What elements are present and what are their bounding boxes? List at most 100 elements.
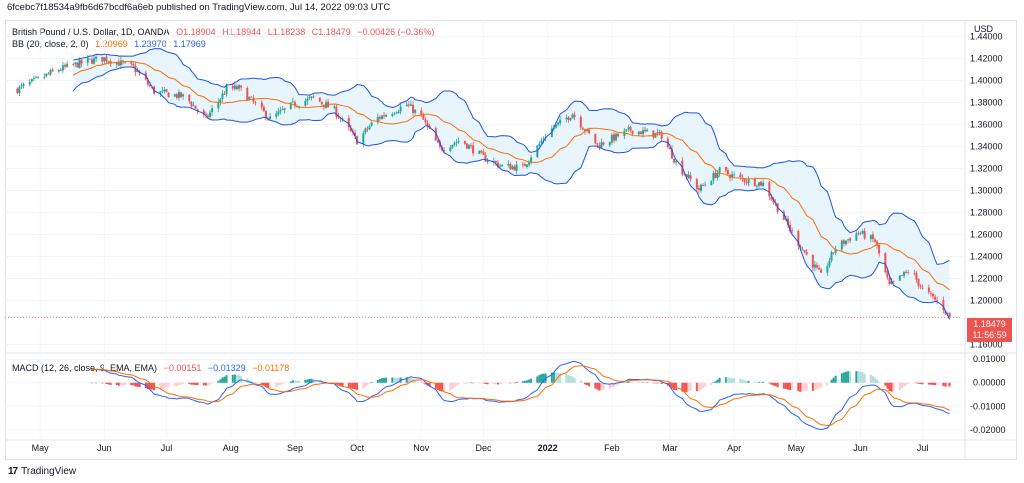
macd-histogram-bar	[714, 381, 717, 383]
macd-histogram-bar	[349, 382, 352, 389]
candle-body	[675, 161, 678, 163]
candle-body	[892, 280, 895, 282]
macd-histogram-bar	[934, 382, 937, 386]
candle-body	[347, 118, 350, 128]
macd-line	[91, 360, 950, 431]
candle-body	[936, 299, 939, 301]
candle-body	[565, 117, 568, 119]
macd-tick-label: -0.02000	[970, 425, 1006, 435]
macd-histogram-bar	[876, 379, 879, 383]
macd-histogram-bar	[364, 382, 367, 387]
price-tick-label: 1.36000	[970, 120, 1003, 130]
candle-body	[240, 85, 243, 88]
candle-body	[486, 161, 489, 162]
macd-histogram-bar	[697, 382, 700, 392]
macd-histogram-bar	[598, 382, 601, 391]
macd-histogram-bar	[115, 382, 118, 386]
macd-histogram-bar	[165, 382, 168, 388]
candle-body	[202, 110, 205, 115]
macd-histogram-bar	[588, 382, 591, 387]
candle-body	[515, 164, 518, 172]
candle-body	[687, 174, 690, 178]
macd-histogram-bar	[600, 382, 603, 391]
candle-body	[625, 129, 628, 131]
tradingview-footer[interactable]: 17 TradingView	[8, 466, 76, 477]
bb-name[interactable]: BB (20, close, 2, 0)	[12, 39, 89, 49]
candle-body	[786, 218, 789, 226]
publisher-line: 6fcebc7f18534a9fb6d67bcdf6a6eb published…	[7, 2, 391, 13]
macd-histogram-bar	[136, 382, 139, 387]
candle-body	[453, 143, 456, 145]
macd-histogram-bar	[826, 382, 829, 386]
candle-body	[494, 161, 497, 163]
candle-body	[385, 115, 388, 117]
macd-histogram-bar	[264, 382, 267, 388]
macd-name[interactable]: MACD (12, 26, close, 9, EMA, EMA)	[12, 363, 158, 373]
candle-body	[225, 86, 228, 95]
candle-body	[196, 109, 199, 111]
candle-body	[637, 131, 640, 135]
macd-histogram-bar	[494, 382, 497, 385]
candle-body	[820, 269, 823, 273]
time-tick-label: May	[32, 443, 50, 453]
macd-histogram-bar	[407, 377, 410, 383]
macd-histogram-bar	[194, 382, 197, 385]
macd-histogram-bar	[913, 382, 916, 384]
candle-body	[588, 129, 591, 134]
candle-body	[902, 271, 905, 276]
candle-body	[362, 133, 365, 145]
macd-histogram-bar	[310, 378, 313, 383]
candle-body	[194, 105, 197, 109]
candle-body	[583, 129, 586, 132]
macd-histogram-bar	[409, 377, 412, 383]
price-tick-label: 1.42000	[970, 54, 1003, 64]
macd-histogram-bar	[768, 382, 771, 384]
bb-basis-line	[72, 61, 950, 291]
candle-body	[813, 264, 816, 268]
macd-histogram-bar	[428, 382, 431, 387]
macd-histogram-bar	[511, 382, 514, 384]
macd-histogram-bar	[797, 382, 800, 392]
macd-histogram-bar	[486, 382, 489, 385]
candle-body	[368, 126, 371, 130]
macd-histogram-bar	[772, 382, 775, 386]
symbol-name[interactable]: British Pound / U.S. Dollar, 1D, OANDA	[12, 27, 170, 37]
macd-histogram-bar	[395, 377, 398, 383]
candle-body	[438, 141, 441, 147]
candle-body	[32, 78, 35, 79]
candle-body	[399, 106, 402, 112]
candle-body	[917, 278, 920, 286]
candle-body	[513, 166, 516, 171]
candle-body	[919, 286, 922, 288]
macd-histogram-bar	[842, 372, 845, 383]
macd-histogram-bar	[820, 382, 823, 388]
macd-histogram-bar	[602, 382, 605, 390]
time-tick-label: Jul	[917, 443, 929, 453]
bb-basis-value: 1.20969	[95, 39, 128, 49]
macd-histogram-bar	[525, 380, 528, 383]
candle-body	[757, 182, 760, 187]
candle-body	[898, 275, 901, 281]
macd-histogram-bar	[921, 382, 924, 385]
candle-body	[318, 97, 321, 102]
macd-histogram-bar	[441, 382, 444, 392]
candle-body	[383, 115, 386, 117]
candle-body	[673, 158, 676, 163]
candle-body	[407, 104, 410, 106]
candle-body	[378, 117, 381, 119]
macd-histogram-bar	[523, 380, 526, 383]
candle-body	[842, 240, 845, 244]
candle-body	[797, 230, 800, 247]
candle-body	[235, 86, 238, 90]
candle-body	[119, 60, 122, 66]
candle-body	[559, 119, 562, 124]
candle-body	[670, 148, 673, 159]
macd-histogram-bar	[892, 382, 895, 392]
macd-histogram-bar	[443, 382, 446, 392]
macd-histogram-bar	[138, 382, 141, 388]
candle-body	[380, 115, 383, 120]
candle-body	[467, 145, 470, 149]
macd-histogram-bar	[167, 382, 170, 388]
candle-body	[840, 240, 843, 250]
